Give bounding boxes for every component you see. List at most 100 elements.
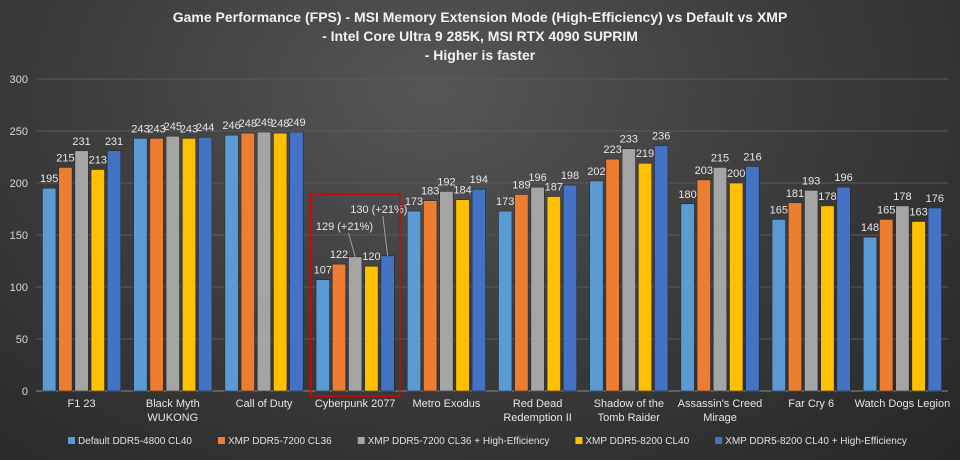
data-label: 196	[528, 172, 546, 184]
leader-line	[347, 232, 356, 257]
data-label: 248	[271, 118, 289, 130]
x-tick-label: Tomb Raider	[598, 412, 661, 424]
data-label: 203	[695, 165, 713, 177]
data-label: 245	[164, 121, 182, 133]
legend-label: Default DDR5-4800 CL40	[78, 436, 192, 447]
data-label: 223	[603, 144, 621, 156]
y-tick-label: 250	[10, 126, 28, 138]
data-label: 219	[636, 148, 654, 160]
y-tick-label: 150	[10, 230, 28, 242]
bar	[42, 187, 57, 392]
x-tick-label: WUKONG	[147, 412, 198, 424]
bar	[546, 196, 561, 392]
x-tick-label: Mirage	[703, 412, 737, 424]
data-label: 196	[834, 172, 852, 184]
bar	[224, 134, 239, 392]
y-tick-label: 50	[16, 334, 28, 346]
x-tick-label: Assassin's Creed	[678, 398, 763, 410]
bar	[315, 279, 330, 392]
data-label: 178	[893, 191, 911, 203]
data-label: 193	[802, 175, 820, 187]
bar	[654, 145, 669, 392]
x-tick-label: Red Dead	[513, 398, 563, 410]
highlight-box	[309, 193, 401, 397]
chart-title-line-1: Game Performance (FPS) - MSI Memory Exte…	[172, 9, 788, 25]
y-tick-label: 0	[22, 386, 28, 398]
x-tick-label: Far Cry 6	[788, 398, 834, 410]
data-label: 216	[743, 151, 761, 163]
bar	[530, 186, 545, 392]
data-label: 194	[470, 174, 488, 186]
bar	[455, 199, 470, 392]
bar	[181, 137, 197, 392]
y-tick-label: 200	[10, 178, 28, 190]
bar	[621, 148, 636, 392]
data-label: 180	[678, 189, 696, 201]
data-label: 215	[711, 152, 729, 164]
bar	[58, 167, 73, 392]
bar	[836, 186, 851, 392]
data-label: 195	[40, 173, 58, 185]
data-label: 192	[437, 176, 455, 188]
bar	[165, 135, 180, 392]
bar	[771, 219, 786, 392]
bar	[637, 162, 653, 392]
bar	[605, 158, 620, 392]
data-label: 189	[512, 179, 530, 191]
data-label: 120	[362, 251, 380, 263]
bar	[562, 184, 578, 392]
bar	[439, 191, 454, 392]
x-tick-label: F1 23	[68, 398, 96, 410]
chart-title-line-3: - Higher is faster	[424, 47, 536, 63]
data-label: 233	[620, 134, 638, 146]
bar	[133, 137, 148, 392]
bar	[423, 200, 438, 392]
bar	[273, 132, 288, 392]
data-label: 181	[786, 188, 804, 200]
bar	[927, 207, 942, 392]
bar	[364, 265, 379, 392]
bar	[589, 180, 604, 392]
bar	[406, 210, 422, 392]
data-label: 107	[314, 265, 332, 277]
data-label: 231	[72, 136, 90, 148]
bar	[331, 263, 347, 392]
data-label: 248	[239, 118, 257, 130]
x-tick-label: Redemption II	[503, 412, 571, 424]
x-tick-label: Shadow of the	[594, 398, 664, 410]
data-label: 198	[561, 170, 579, 182]
data-label: 165	[877, 204, 895, 216]
x-tick-label: Watch Dogs Legion	[855, 398, 951, 410]
data-label: 122	[330, 249, 348, 261]
bar	[820, 205, 835, 392]
data-label: 173	[496, 196, 514, 208]
bar	[680, 203, 695, 392]
bar	[90, 169, 105, 392]
data-label: 200	[727, 168, 745, 180]
data-label: 213	[89, 154, 107, 166]
x-tick-label: Call of Duty	[236, 398, 293, 410]
data-label: 148	[861, 222, 879, 234]
bar	[106, 150, 122, 392]
data-label: 249	[287, 117, 305, 129]
bar	[348, 256, 363, 392]
bar	[256, 131, 272, 392]
data-label: 243	[131, 123, 149, 135]
bar	[240, 132, 255, 392]
bar	[862, 236, 878, 392]
x-tick-label: Black Myth	[146, 398, 200, 410]
x-tick-label: Metro Exodus	[412, 398, 480, 410]
bar	[380, 255, 395, 392]
data-label: 244	[196, 122, 214, 134]
bar	[289, 131, 304, 392]
legend-label: XMP DDR5-8200 CL40	[585, 436, 689, 447]
data-label: 163	[909, 206, 927, 218]
data-label: 183	[421, 186, 439, 198]
bar	[198, 136, 213, 392]
leader-line	[382, 215, 389, 256]
legend-swatch	[575, 437, 583, 444]
data-label: 236	[652, 131, 670, 143]
x-tick-label: Cyberpunk 2077	[315, 398, 396, 410]
